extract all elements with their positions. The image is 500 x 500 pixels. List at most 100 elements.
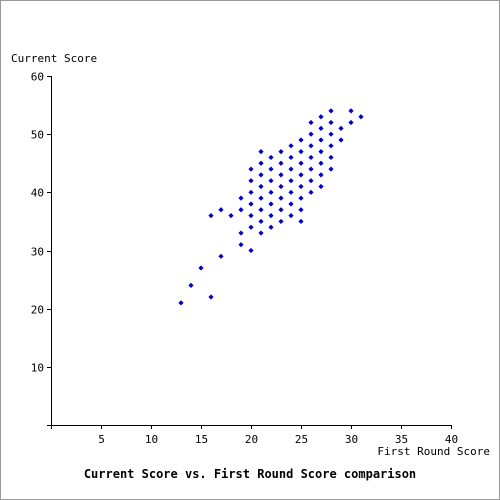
data-point <box>288 213 294 219</box>
data-point <box>338 125 344 131</box>
data-point <box>178 300 184 306</box>
data-point <box>278 183 284 190</box>
data-point <box>288 178 294 184</box>
data-point <box>308 119 314 126</box>
x-axis-label: First Round Score <box>377 445 490 458</box>
data-point <box>238 195 244 201</box>
y-ticks: 10 20 30 40 50 60 <box>31 71 51 426</box>
data-point <box>318 137 324 143</box>
data-point <box>258 183 264 190</box>
data-point <box>298 183 304 190</box>
data-point <box>258 230 264 236</box>
x-tick-label: 25 <box>295 433 308 446</box>
x-ticks: 5 10 15 20 25 30 35 40 <box>51 425 458 446</box>
data-point <box>308 154 314 161</box>
data-point <box>348 108 354 114</box>
data-point <box>288 166 294 172</box>
y-tick-label: 20 <box>31 304 44 317</box>
data-point <box>248 166 254 172</box>
data-point <box>298 149 304 155</box>
data-point <box>308 131 314 137</box>
data-points <box>178 108 364 306</box>
data-point <box>298 207 304 213</box>
data-point <box>258 218 264 225</box>
y-tick-label: 50 <box>31 129 44 142</box>
data-point <box>318 125 324 131</box>
data-point <box>298 172 304 178</box>
data-point <box>318 114 324 120</box>
data-point <box>318 160 324 166</box>
data-point <box>298 137 304 143</box>
data-point <box>308 143 314 149</box>
data-point <box>278 195 284 201</box>
y-tick-label: 40 <box>31 187 44 200</box>
data-point <box>308 166 314 172</box>
x-tick-label: 35 <box>395 433 408 446</box>
data-point <box>278 160 284 166</box>
data-point <box>208 294 214 300</box>
data-point <box>328 143 334 149</box>
data-point <box>218 207 224 213</box>
data-point <box>268 178 274 184</box>
chart-title: Current Score vs. First Round Score comp… <box>84 467 416 481</box>
data-point <box>318 149 324 155</box>
x-tick-label: 10 <box>145 433 158 446</box>
data-point <box>278 172 284 178</box>
data-point <box>248 247 254 254</box>
data-point <box>188 282 194 288</box>
data-point <box>258 195 264 201</box>
data-point <box>238 230 244 236</box>
data-point <box>288 143 294 149</box>
data-point <box>328 131 334 137</box>
data-point <box>328 154 334 161</box>
data-point <box>278 149 284 155</box>
data-point <box>268 166 274 172</box>
data-point <box>238 207 244 213</box>
data-point <box>268 201 274 207</box>
data-point <box>298 218 304 225</box>
data-point <box>258 207 264 213</box>
data-point <box>248 224 254 230</box>
y-tick-label: 10 <box>31 362 44 375</box>
data-point <box>258 149 264 155</box>
data-point <box>288 201 294 207</box>
data-point <box>308 189 314 195</box>
data-point <box>298 195 304 201</box>
data-point <box>198 265 204 271</box>
y-tick-label: 60 <box>31 71 44 84</box>
x-tick-label: 15 <box>195 433 208 446</box>
data-point <box>288 154 294 161</box>
data-point <box>258 172 264 178</box>
x-tick-label: 30 <box>345 433 358 446</box>
data-point <box>218 253 224 259</box>
data-point <box>228 213 234 219</box>
data-point <box>328 119 334 126</box>
x-tick-label: 40 <box>445 433 458 446</box>
data-point <box>268 213 274 219</box>
x-tick-label: 5 <box>98 433 105 446</box>
data-point <box>328 108 334 114</box>
x-tick-label: 20 <box>245 433 258 446</box>
data-point <box>298 160 304 166</box>
data-point <box>318 172 324 178</box>
data-point <box>348 119 354 126</box>
data-point <box>308 178 314 184</box>
data-point <box>328 166 334 172</box>
y-axis-label: Current Score <box>11 52 97 65</box>
data-point <box>278 218 284 225</box>
data-point <box>278 207 284 213</box>
data-point <box>208 213 214 219</box>
data-point <box>318 183 324 190</box>
data-point <box>338 137 344 143</box>
data-point <box>288 189 294 195</box>
data-point <box>358 114 364 120</box>
data-point <box>268 224 274 230</box>
data-point <box>248 201 254 207</box>
data-point <box>248 189 254 195</box>
data-point <box>248 178 254 184</box>
data-point <box>268 154 274 161</box>
data-point <box>258 160 264 166</box>
data-point <box>238 242 244 248</box>
